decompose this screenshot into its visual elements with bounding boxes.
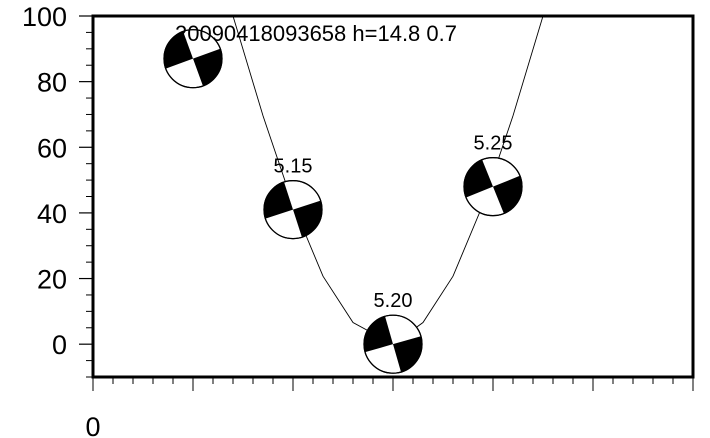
- y-tick-label: 40: [37, 199, 67, 229]
- magnitude-label: 5.20: [374, 290, 413, 312]
- magnitude-label: 5.15: [274, 156, 313, 178]
- y-tick-label: 100: [22, 2, 67, 32]
- y-tick-label: 80: [37, 68, 67, 98]
- x-axis: 0: [85, 412, 100, 438]
- magnitude-label: 5.25: [474, 133, 513, 155]
- y-tick-label: 60: [37, 133, 67, 163]
- chart-title: 20090418093658 h=14.8 0.7: [175, 21, 457, 46]
- y-tick-label: 20: [37, 265, 67, 295]
- y-tick-label: 0: [52, 330, 67, 360]
- x-tick-label: 0: [85, 412, 100, 438]
